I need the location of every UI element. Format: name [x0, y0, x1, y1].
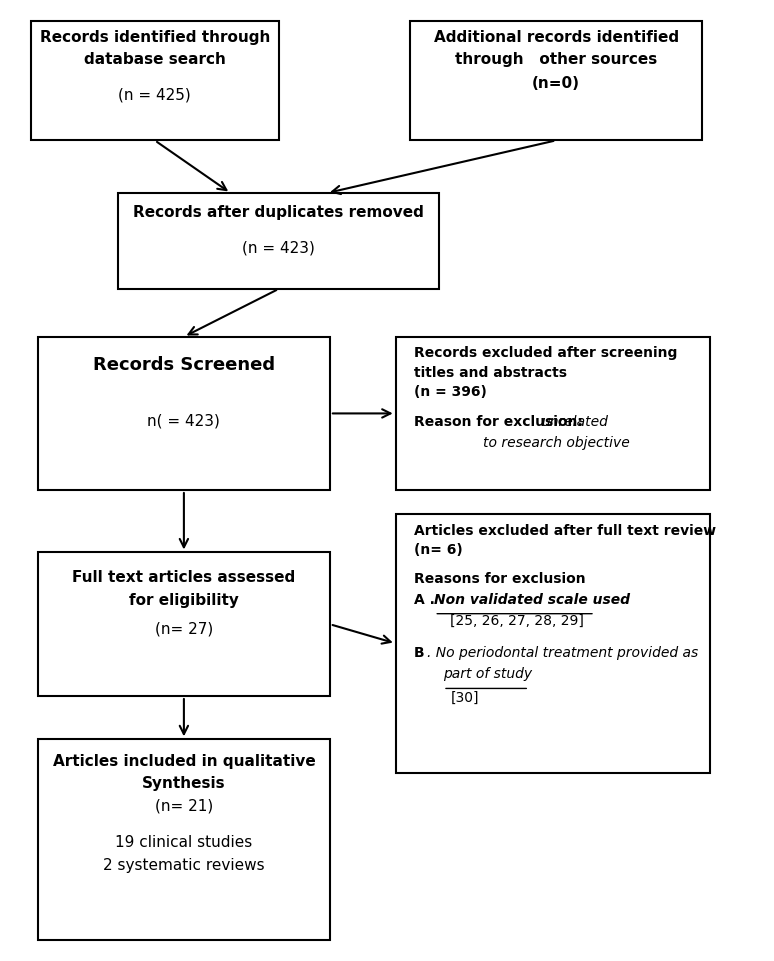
Text: Additional records identified: Additional records identified — [433, 30, 679, 45]
Text: for eligibility: for eligibility — [129, 593, 239, 607]
Text: database search: database search — [84, 52, 226, 67]
FancyBboxPatch shape — [38, 739, 330, 941]
Text: unrelated: unrelated — [542, 415, 608, 430]
Text: Full text articles assessed: Full text articles assessed — [72, 570, 296, 584]
Text: Records identified through: Records identified through — [39, 30, 270, 45]
FancyBboxPatch shape — [396, 514, 710, 773]
Text: (n = 425): (n = 425) — [118, 87, 191, 103]
FancyBboxPatch shape — [38, 336, 330, 490]
Text: (n = 423): (n = 423) — [242, 241, 315, 256]
Text: (n= 27): (n= 27) — [155, 622, 213, 636]
Text: Records Screened: Records Screened — [93, 356, 275, 374]
FancyBboxPatch shape — [31, 20, 279, 140]
Text: Articles included in qualitative: Articles included in qualitative — [53, 753, 315, 769]
Text: Records excluded after screening: Records excluded after screening — [414, 346, 677, 360]
Text: to research objective: to research objective — [483, 436, 630, 451]
Text: [25, 26, 27, 28, 29]: [25, 26, 27, 28, 29] — [450, 614, 584, 628]
Text: Synthesis: Synthesis — [142, 776, 226, 791]
Text: Reason for exclusion:: Reason for exclusion: — [414, 415, 587, 430]
FancyBboxPatch shape — [118, 193, 440, 289]
Text: Articles excluded after full text review: Articles excluded after full text review — [414, 524, 716, 537]
Text: 2 systematic reviews: 2 systematic reviews — [103, 858, 265, 873]
Text: part of study: part of study — [443, 667, 533, 681]
Text: Records after duplicates removed: Records after duplicates removed — [133, 205, 424, 219]
FancyBboxPatch shape — [410, 20, 702, 140]
Text: (n= 6): (n= 6) — [414, 543, 463, 556]
Text: (n= 21): (n= 21) — [155, 799, 213, 814]
Text: Reasons for exclusion: Reasons for exclusion — [414, 572, 585, 585]
Text: [30]: [30] — [450, 691, 479, 705]
Text: through   other sources: through other sources — [455, 52, 657, 67]
Text: (n=0): (n=0) — [533, 76, 580, 91]
FancyBboxPatch shape — [396, 336, 710, 490]
Text: A .: A . — [414, 593, 435, 606]
Text: n( = 423): n( = 423) — [148, 413, 221, 429]
Text: 19 clinical studies: 19 clinical studies — [115, 835, 252, 850]
Text: Non validated scale used: Non validated scale used — [434, 593, 630, 606]
Text: . No periodontal treatment provided as: . No periodontal treatment provided as — [427, 646, 698, 660]
Text: (n = 396): (n = 396) — [414, 384, 487, 399]
Text: B: B — [414, 646, 424, 660]
FancyBboxPatch shape — [38, 553, 330, 696]
Text: titles and abstracts: titles and abstracts — [414, 365, 567, 380]
